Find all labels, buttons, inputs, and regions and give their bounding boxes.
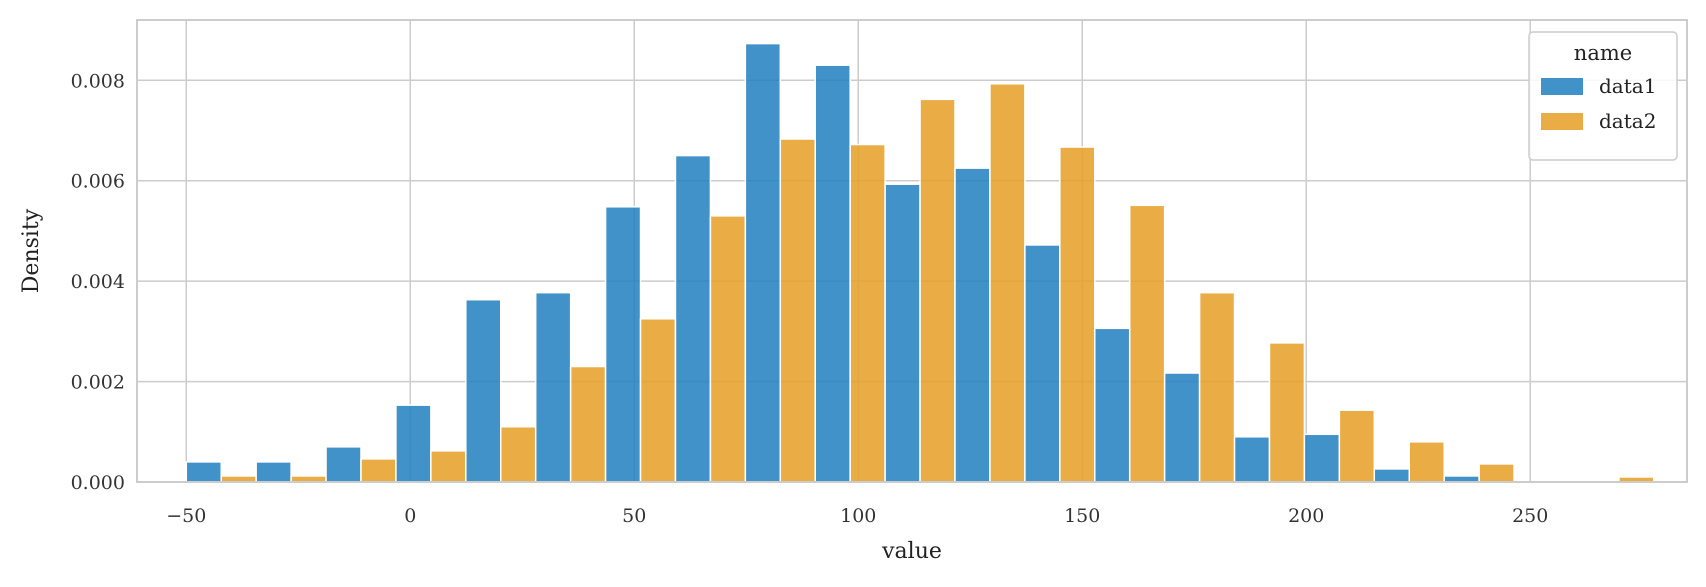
y-tick-label: 0.004 xyxy=(71,271,125,293)
x-tick-label: −50 xyxy=(166,505,206,527)
y-tick-label: 0.000 xyxy=(71,472,125,494)
legend: name data1 data2 xyxy=(1528,31,1678,161)
bar-data1 xyxy=(534,291,572,483)
bar-data1 xyxy=(1303,433,1341,483)
bar-data1 xyxy=(465,298,502,483)
bar-data1 xyxy=(604,206,642,483)
y-axis-label: Density xyxy=(19,208,44,293)
legend-swatch-data2 xyxy=(1541,113,1583,130)
bar-data1 xyxy=(325,446,362,483)
bar-data1 xyxy=(395,404,432,483)
y-tick-label: 0.006 xyxy=(71,171,125,193)
bar-data2 xyxy=(500,426,537,483)
bar-data2 xyxy=(430,450,467,483)
bar-data2 xyxy=(1128,204,1166,483)
x-axis-label: value xyxy=(881,539,942,564)
bar-data2 xyxy=(639,318,677,483)
bar-data2 xyxy=(1338,409,1376,483)
legend-label-data1: data1 xyxy=(1599,74,1656,98)
x-tick-label: 0 xyxy=(404,505,416,527)
bar-data1 xyxy=(814,64,851,483)
bar-data2 xyxy=(1408,441,1445,483)
bar-data2 xyxy=(569,365,607,483)
tick-labels: −50 0 50 100 150 200 250 0.000 0.002 0.004 0.006 0.… xyxy=(71,70,1549,527)
bar-data2 xyxy=(709,215,747,483)
bar-data1 xyxy=(1373,468,1411,483)
legend-swatch-data1 xyxy=(1541,78,1583,95)
bar-data2 xyxy=(779,138,816,483)
bar-data1 xyxy=(185,461,222,483)
bar-data1 xyxy=(1233,436,1271,483)
bars xyxy=(185,42,1655,483)
bar-data2 xyxy=(360,458,397,483)
bar-data1 xyxy=(674,154,712,483)
bar-data2 xyxy=(1059,146,1096,483)
bar-data2 xyxy=(1198,291,1236,483)
bar-data2 xyxy=(919,98,956,483)
y-tick-label: 0.002 xyxy=(71,372,125,394)
bar-data1 xyxy=(255,461,292,483)
bar-data1 xyxy=(744,42,782,483)
y-tick-label: 0.008 xyxy=(71,70,125,92)
x-tick-label: 100 xyxy=(840,505,876,527)
x-tick-label: 200 xyxy=(1288,505,1324,527)
legend-title: name xyxy=(1574,41,1632,65)
bar-data1 xyxy=(954,167,991,483)
bar-data2 xyxy=(1268,342,1306,483)
x-tick-label: 50 xyxy=(622,505,646,527)
x-tick-label: 250 xyxy=(1512,505,1548,527)
legend-label-data2: data2 xyxy=(1599,109,1656,133)
bar-data1 xyxy=(1163,372,1201,483)
bar-data1 xyxy=(884,183,921,483)
bar-data2 xyxy=(1478,463,1515,483)
bar-data1 xyxy=(1094,327,1131,483)
bar-data2 xyxy=(989,83,1026,483)
bar-data2 xyxy=(849,143,886,483)
plot-frame xyxy=(136,19,1688,483)
x-tick-label: 150 xyxy=(1064,505,1100,527)
bar-data1 xyxy=(1024,244,1061,483)
